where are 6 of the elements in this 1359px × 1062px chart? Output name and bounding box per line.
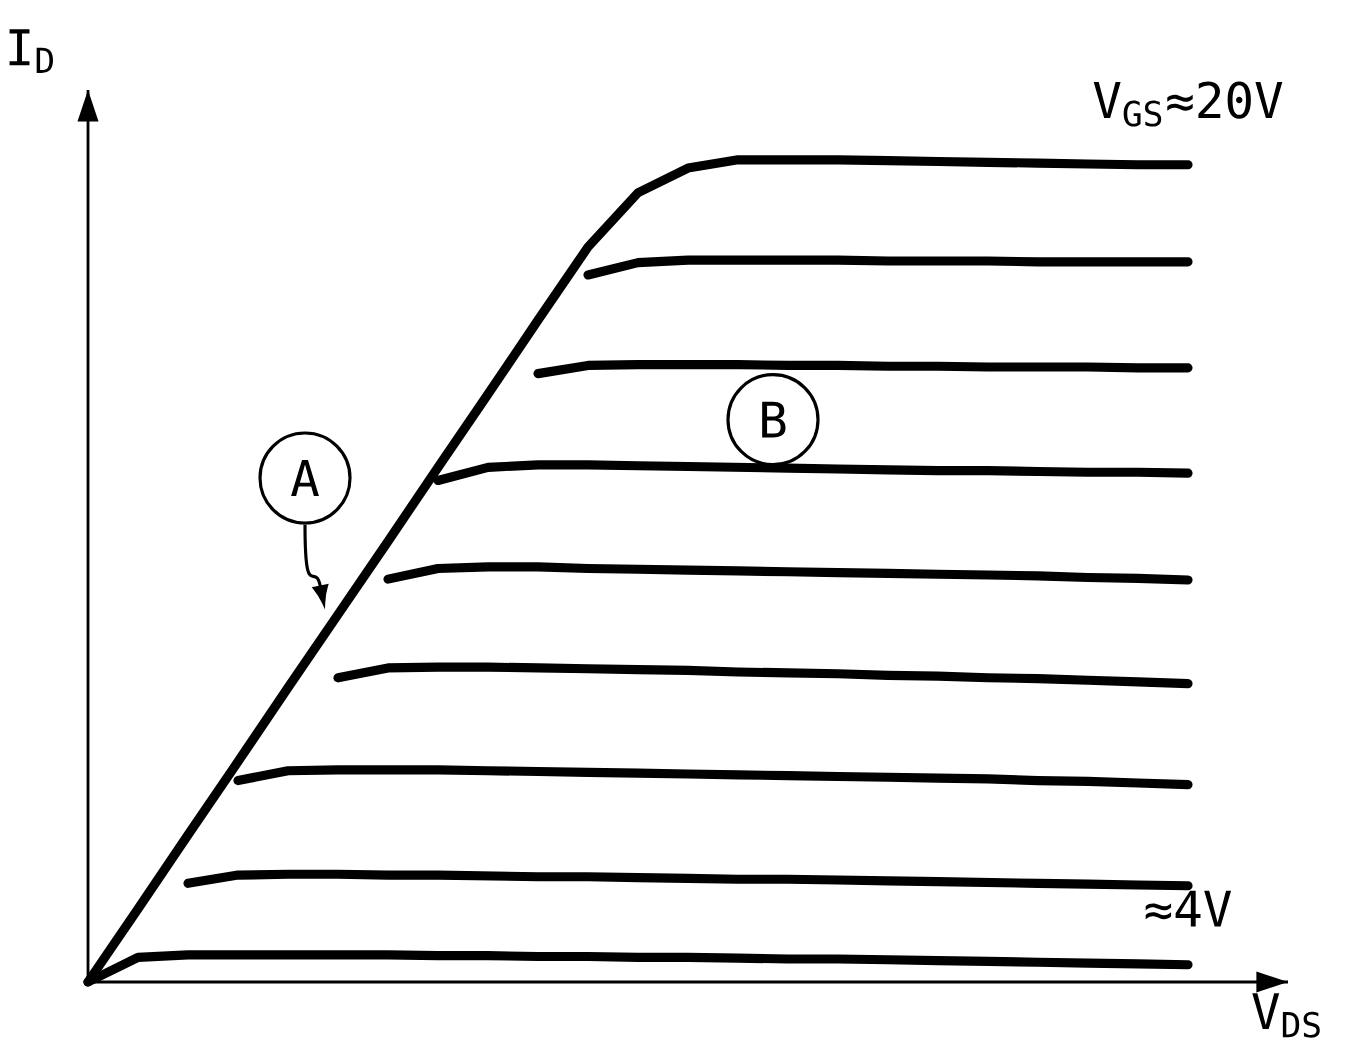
y-axis-title: I$_{D}$	[9, 29, 53, 73]
annotation: B	[762, 401, 786, 438]
series-label: V$_{GS}$≈20V	[1093, 81, 1283, 127]
series-label: ≈4V	[1145, 890, 1232, 927]
x-axis-title: V$_{DS}$	[1252, 993, 1320, 1038]
annotation: A	[291, 460, 319, 496]
